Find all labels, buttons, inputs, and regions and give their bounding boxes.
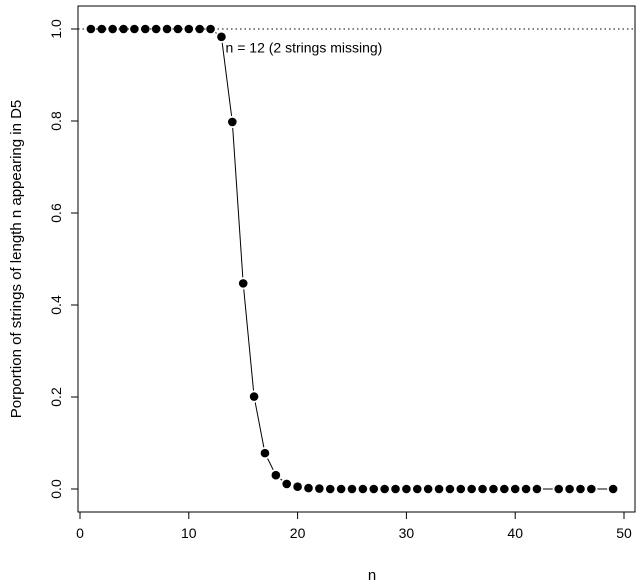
data-point (260, 448, 270, 458)
annotation-label: n = 12 (2 strings missing) (226, 40, 383, 56)
plot-frame (77, 5, 636, 513)
data-point (423, 484, 433, 494)
x-tick-label: 10 (181, 525, 197, 541)
data-point (293, 482, 302, 492)
x-tick-label: 40 (507, 525, 523, 541)
data-point (130, 24, 139, 34)
y-axis-label: Porportion of strings of length n appear… (8, 100, 25, 419)
data-point (249, 392, 259, 401)
y-tick-label: 1.0 (48, 19, 64, 39)
data-point (195, 24, 204, 34)
data-point (336, 484, 346, 494)
data-point (119, 24, 128, 34)
x-tick-label: 0 (76, 525, 84, 541)
data-point (108, 24, 117, 34)
data-point (456, 484, 466, 494)
data-point (510, 484, 520, 494)
curve-segment (280, 478, 283, 481)
data-point (587, 484, 596, 494)
data-point (434, 484, 444, 494)
data-point (565, 484, 574, 494)
data-point (97, 24, 107, 34)
x-tick-label: 20 (290, 525, 306, 541)
data-point (532, 484, 542, 494)
data-point (554, 484, 564, 494)
data-point (391, 484, 400, 494)
data-point (608, 484, 618, 494)
data-point (402, 484, 411, 494)
x-tick-label: 50 (616, 525, 632, 541)
y-tick-label: 0.4 (48, 295, 64, 315)
data-point (238, 279, 248, 288)
data-point (140, 24, 150, 34)
data-point (325, 484, 335, 494)
y-tick-label: 0.2 (48, 387, 64, 407)
data-point (228, 117, 237, 127)
data-point (86, 24, 96, 34)
data-point (271, 470, 281, 480)
data-point (412, 484, 422, 494)
data-point (576, 484, 585, 494)
curve-layer (215, 32, 608, 490)
curve-segment (232, 127, 244, 278)
data-point (489, 484, 498, 494)
data-point (380, 484, 389, 494)
data-point (206, 24, 215, 34)
data-point (369, 484, 379, 494)
data-point (315, 484, 324, 493)
curve-segment (221, 42, 233, 117)
y-tick-label: 0.6 (48, 203, 64, 223)
data-point (173, 24, 183, 34)
data-point (500, 484, 509, 494)
curve-segment (243, 289, 255, 391)
points-layer (86, 24, 618, 494)
y-tick-label: 0.0 (48, 479, 64, 499)
curve-segment (254, 402, 265, 448)
curve-segment (267, 458, 274, 471)
data-point (358, 484, 368, 494)
x-axis-label: n (368, 567, 376, 584)
data-point (217, 32, 226, 42)
y-axis: 0.0 0.2 0.4 0.6 0.8 1.0 (48, 19, 79, 499)
data-point (347, 484, 357, 494)
data-point (467, 484, 476, 494)
x-tick-label: 30 (399, 525, 415, 541)
curve-segment (215, 32, 217, 34)
data-point (162, 24, 172, 34)
x-axis: 0 10 20 30 40 50 (76, 511, 632, 541)
data-point (151, 24, 161, 34)
data-point (521, 484, 531, 494)
data-point (184, 24, 194, 34)
data-point (282, 479, 292, 489)
data-point (445, 484, 455, 494)
y-tick-label: 0.8 (48, 111, 64, 131)
data-point (478, 484, 487, 494)
data-point (304, 483, 313, 493)
